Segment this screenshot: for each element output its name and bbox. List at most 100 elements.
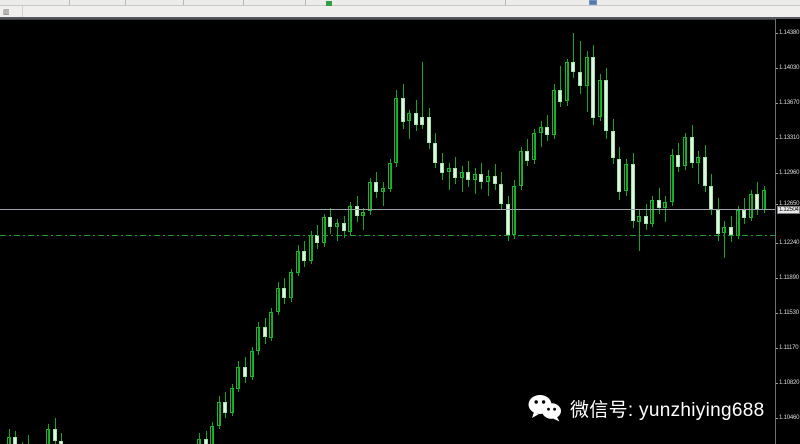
candle-body <box>394 98 398 163</box>
candle-wick <box>534 129 535 164</box>
candle-wick <box>311 231 312 264</box>
price-tick-mark <box>776 204 778 205</box>
candle-body <box>460 172 464 178</box>
candle-body <box>755 194 759 210</box>
price-tick-label: 1.13310 <box>779 135 800 141</box>
level-line <box>0 235 775 236</box>
candle-body <box>440 163 444 173</box>
candle-body <box>250 351 254 377</box>
candle-body <box>506 204 510 235</box>
candle-body <box>374 182 378 192</box>
price-tick-mark <box>776 33 778 34</box>
candle-body <box>486 176 490 182</box>
toolbar-strip[interactable] <box>0 0 800 6</box>
price-tick-label: 1.12240 <box>779 240 800 246</box>
candle-body <box>427 117 431 143</box>
candle-wick <box>580 41 581 94</box>
candle-body <box>499 184 503 204</box>
price-tick-mark <box>776 313 778 314</box>
candle-body <box>604 80 608 131</box>
candle-wick <box>390 159 391 192</box>
candle-body <box>493 176 497 184</box>
price-tick-label: 1.10460 <box>779 415 800 421</box>
candle-body <box>361 212 365 216</box>
candle-wick <box>271 308 272 341</box>
price-tick-mark <box>776 103 778 104</box>
price-axis[interactable]: 1.12504 1.14380 1.14030 1.13670 1.13310 1.12… <box>776 19 800 444</box>
candle-wick <box>199 433 200 444</box>
candle-body <box>401 98 405 122</box>
candle-wick <box>685 133 686 170</box>
price-tick-mark <box>776 243 778 244</box>
candle-body <box>729 227 733 235</box>
price-tick-mark <box>776 348 778 349</box>
candle-wick <box>672 149 673 206</box>
candle-body <box>565 62 569 101</box>
candle-body <box>611 131 615 158</box>
candle-body <box>197 439 201 444</box>
candle-body <box>13 437 17 444</box>
candle-wick <box>337 219 338 241</box>
candle-body <box>657 200 661 208</box>
candle-body <box>558 90 562 102</box>
candle-body <box>670 155 674 202</box>
candle-body <box>722 227 726 233</box>
candle-body <box>289 272 293 298</box>
candle-wick <box>61 433 62 444</box>
candle-wick <box>698 151 699 184</box>
candle-wick <box>541 121 542 147</box>
chart-canvas[interactable] <box>0 19 775 444</box>
price-tick-label: 1.10820 <box>779 380 800 386</box>
candle-body <box>433 143 437 163</box>
candle-wick <box>724 221 725 258</box>
candle-body <box>736 210 740 236</box>
candle-body <box>617 159 621 192</box>
candle-wick <box>475 168 476 194</box>
candle-body <box>532 133 536 160</box>
candle-body <box>690 137 694 163</box>
candle-body <box>210 426 214 444</box>
candle-body <box>683 137 687 166</box>
candle-body <box>545 127 549 135</box>
candle-wick <box>370 178 371 215</box>
candle-body <box>473 174 477 180</box>
candle-wick <box>291 269 292 302</box>
candle-wick <box>258 322 259 355</box>
candle-body <box>703 157 707 186</box>
candle-body <box>315 235 319 243</box>
price-tick-label: 1.14380 <box>779 30 800 36</box>
candle-wick <box>350 202 351 235</box>
candle-body <box>302 251 306 261</box>
candle-wick <box>521 147 522 190</box>
candle-body <box>598 80 602 117</box>
chart-frame-top <box>0 19 775 20</box>
candle-body <box>696 157 700 163</box>
candle-wick <box>567 59 568 106</box>
candle-body <box>282 288 286 298</box>
toolbar-divider <box>22 6 23 18</box>
candle-wick <box>764 186 765 213</box>
wechat-icon <box>528 394 562 422</box>
candle-body <box>552 90 556 135</box>
candle-wick <box>28 435 29 444</box>
candle-body <box>256 327 260 351</box>
candle-body <box>276 288 280 312</box>
price-tick-label: 1.12960 <box>779 170 800 176</box>
candle-body <box>519 151 523 186</box>
candle-body <box>368 182 372 211</box>
candle-wick <box>560 66 561 107</box>
candle-body <box>204 439 208 444</box>
current-price-line <box>0 209 775 210</box>
candle-wick <box>206 431 207 444</box>
candle-body <box>512 186 516 235</box>
candle-body <box>348 206 352 232</box>
candle-body <box>335 223 339 227</box>
price-tick-label: 1.11530 <box>779 310 799 316</box>
candle-body <box>230 388 234 413</box>
watermark: 微信号: yunzhiying688 <box>528 394 764 422</box>
candle-body <box>269 312 273 338</box>
candle-body <box>59 441 63 444</box>
chart-icon[interactable]: ▥ <box>3 9 10 16</box>
scroll-marker[interactable] <box>589 0 597 5</box>
candle-wick <box>219 396 220 429</box>
